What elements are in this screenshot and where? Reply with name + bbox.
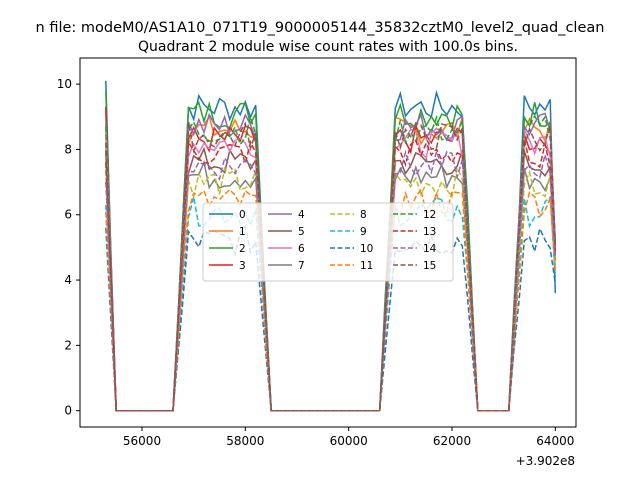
legend-label-0: 0 bbox=[239, 209, 246, 221]
x-tick-label: 60000 bbox=[330, 434, 368, 448]
series-line-15 bbox=[105, 121, 557, 412]
legend-label-4: 4 bbox=[298, 209, 305, 221]
legend-box bbox=[202, 202, 454, 282]
y-tick-label: 2 bbox=[64, 338, 72, 352]
legend-label-1: 1 bbox=[239, 226, 246, 238]
legend-label-15: 15 bbox=[423, 260, 436, 272]
plot-frame bbox=[79, 57, 577, 428]
x-tick-label: 62000 bbox=[433, 434, 471, 448]
legend-label-13: 13 bbox=[423, 226, 436, 238]
x-axis: 56000 58000 60000 62000 64000 bbox=[123, 427, 574, 448]
plot-area bbox=[79, 57, 577, 428]
legend-label-3: 3 bbox=[239, 260, 246, 272]
legend-label-10: 10 bbox=[360, 243, 373, 255]
x-tick-label: 56000 bbox=[123, 434, 161, 448]
legend-label-5: 5 bbox=[298, 226, 305, 238]
y-axis: 0 2 4 6 8 10 bbox=[57, 77, 80, 418]
legend-label-11: 11 bbox=[360, 260, 373, 272]
figure-suptitle: n file: modeM0/AS1A10_071T19_9000005144_… bbox=[36, 20, 605, 36]
x-tick-label: 64000 bbox=[536, 434, 574, 448]
y-tick-label: 8 bbox=[64, 142, 72, 156]
y-tick-label: 10 bbox=[57, 77, 72, 91]
y-tick-label: 4 bbox=[64, 273, 72, 287]
series-line-7 bbox=[105, 152, 557, 412]
legend-label-8: 8 bbox=[360, 209, 367, 221]
legend-label-14: 14 bbox=[423, 243, 437, 255]
chart-title: Quadrant 2 module wise count rates with … bbox=[138, 39, 518, 55]
x-axis-offset-label: +3.902e8 bbox=[516, 454, 575, 468]
legend-label-12: 12 bbox=[423, 209, 436, 221]
legend-label-9: 9 bbox=[360, 226, 367, 238]
y-tick-label: 0 bbox=[64, 404, 72, 418]
legend-label-7: 7 bbox=[298, 260, 305, 272]
legend-label-6: 6 bbox=[298, 243, 305, 255]
y-tick-label: 6 bbox=[64, 208, 72, 222]
x-tick-label: 58000 bbox=[226, 434, 264, 448]
legend-label-2: 2 bbox=[239, 243, 246, 255]
